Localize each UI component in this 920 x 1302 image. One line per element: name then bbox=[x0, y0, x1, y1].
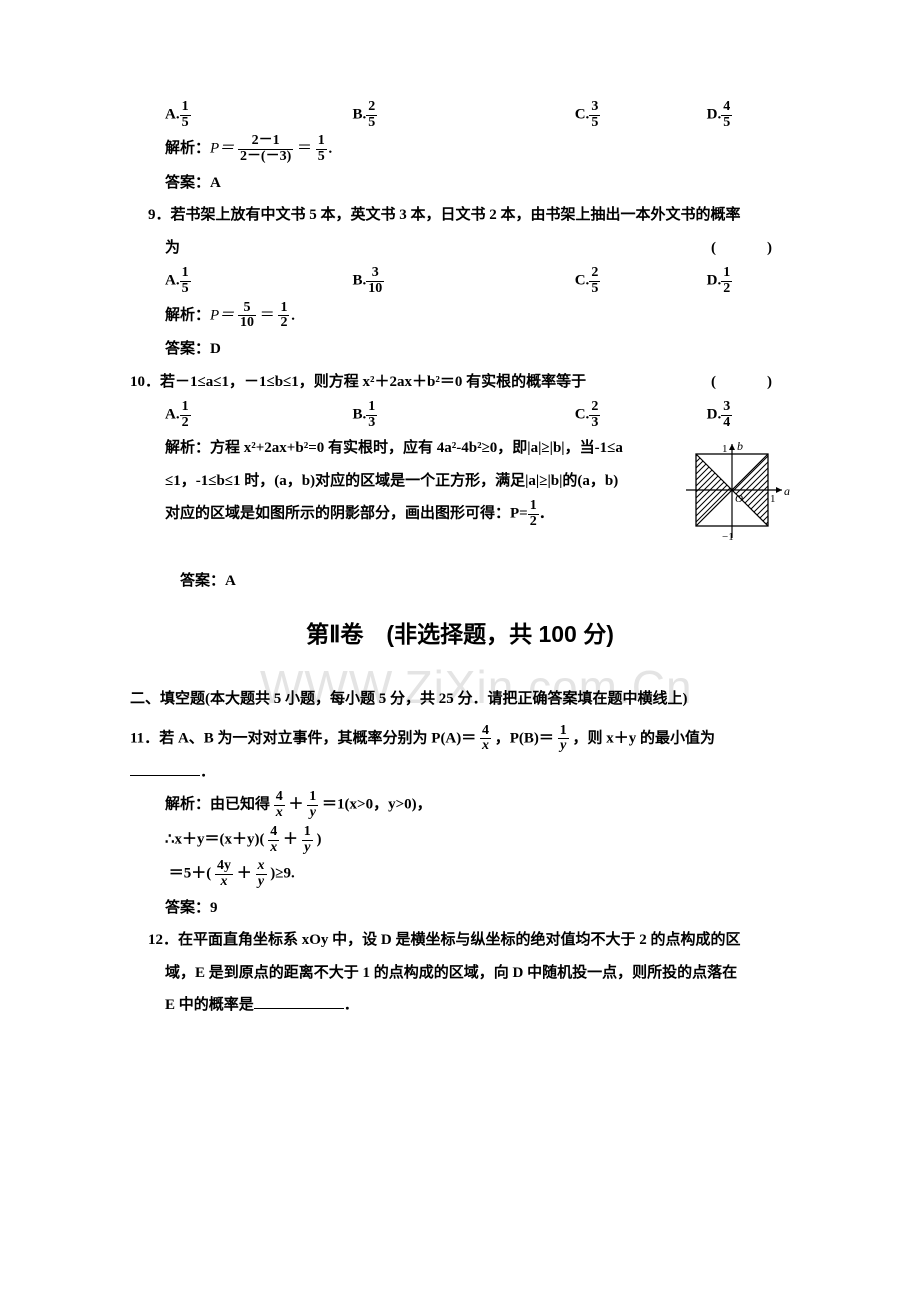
q10-stem: 10．若－1≤a≤1，－1≤b≤1，则方程 x²＋2ax＋b²＝0 有实根的概率… bbox=[130, 368, 790, 397]
page-content: A.15 B.25 C.35 D.45 解析：P＝ 2－12－(－3) ＝ 15… bbox=[130, 100, 790, 1020]
q11-answer: 答案：9 bbox=[130, 894, 790, 923]
q9-choice-d: D.12 bbox=[707, 266, 790, 296]
q9-jiexi: 解析：P＝ 510 ＝ 12． bbox=[130, 301, 790, 331]
q11-stem: 11．若 A、B 为一对对立事件，其概率分别为 P(A)＝ 4x ，P(B)＝ … bbox=[130, 724, 790, 754]
svg-text:a: a bbox=[784, 484, 790, 498]
q8-choices: A.15 B.25 C.35 D.45 bbox=[130, 100, 790, 130]
q9-choice-c: C.25 bbox=[575, 266, 707, 296]
q9-choice-a: A.15 bbox=[165, 266, 353, 296]
q10-jiexi-3: 对应的区域是如图所示的阴影部分，画出图形可得：P=12． bbox=[130, 499, 675, 529]
q11-jiexi-3: ＝5＋( 4yx ＋ xy )≥9. bbox=[130, 859, 790, 889]
q9-stem2: 为( ) bbox=[130, 234, 790, 263]
q9-answer: 答案：D bbox=[130, 335, 790, 364]
q8-jiexi: 解析：P＝ 2－12－(－3) ＝ 15． bbox=[130, 134, 790, 164]
q10-answer: 答案：A bbox=[130, 567, 790, 596]
q8-choice-a: A.15 bbox=[165, 100, 353, 130]
paren-blank: ( ) bbox=[711, 368, 790, 397]
svg-text:O: O bbox=[735, 493, 743, 505]
q9-stem: 9．若书架上放有中文书 5 本，英文书 3 本，日文书 2 本，由书架上抽出一本… bbox=[130, 201, 790, 230]
q12-line2: 域，E 是到原点的距离不大于 1 的点构成的区域，向 D 中随机投一点，则所投的… bbox=[130, 959, 790, 988]
paren-blank: ( ) bbox=[711, 234, 790, 263]
part2-title: 第Ⅱ卷 (非选择题，共 100 分) bbox=[130, 613, 790, 657]
q9-choice-b: B.310 bbox=[353, 266, 575, 296]
svg-text:−1: −1 bbox=[722, 531, 734, 543]
q10-jiexi-1: 解析：方程 x²+2ax+b²=0 有实根时，应有 4a²-4b²≥0，即|a|… bbox=[130, 434, 675, 463]
q12-line3: E 中的概率是． bbox=[130, 991, 790, 1020]
q10-jiexi-2: ≤1，-1≤b≤1 时，(a，b)对应的区域是一个正方形，满足|a|≥|b|的(… bbox=[130, 467, 675, 496]
q10-figure: a b O 1 1 −1 bbox=[682, 440, 790, 561]
q11-jiexi-2: ∴x＋y＝(x＋y)( 4x ＋ 1y ) bbox=[130, 825, 790, 855]
q8-choice-b: B.25 bbox=[353, 100, 575, 130]
q11-blank: ． bbox=[130, 758, 790, 787]
svg-text:1: 1 bbox=[770, 493, 776, 505]
q10-choice-c: C.23 bbox=[575, 400, 707, 430]
svg-text:b: b bbox=[737, 440, 743, 453]
q10-choice-a: A.12 bbox=[165, 400, 353, 430]
q8-answer: 答案：A bbox=[130, 169, 790, 198]
q8-choice-c: C.35 bbox=[575, 100, 707, 130]
q8-choice-d: D.45 bbox=[707, 100, 790, 130]
q10-choice-b: B.13 bbox=[353, 400, 575, 430]
section2-head: 二、填空题(本大题共 5 小题，每小题 5 分，共 25 分．请把正确答案填在题… bbox=[130, 685, 790, 714]
q12-line1: 12．在平面直角坐标系 xOy 中，设 D 是横坐标与纵坐标的绝对值均不大于 2… bbox=[130, 926, 790, 955]
svg-text:1: 1 bbox=[722, 443, 728, 455]
q10-choice-d: D.34 bbox=[707, 400, 790, 430]
q11-jiexi-1: 解析：由已知得 4x ＋ 1y ＝1(x>0，y>0)， bbox=[130, 790, 790, 820]
q10-choices: A.12 B.13 C.23 D.34 bbox=[130, 400, 790, 430]
q9-choices: A.15 B.310 C.25 D.12 bbox=[130, 266, 790, 296]
